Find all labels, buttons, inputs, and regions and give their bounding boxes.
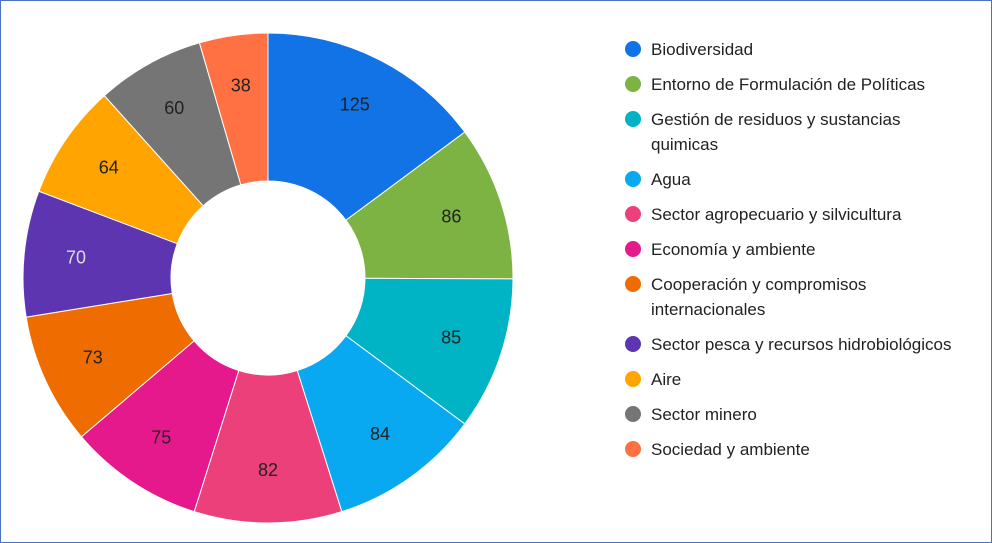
legend-marker (625, 371, 641, 387)
legend-marker (625, 241, 641, 257)
legend: Biodiversidad Entorno de Formulación de P… (625, 37, 970, 462)
legend-label: Economía y ambiente (651, 240, 816, 259)
legend-marker (625, 276, 641, 292)
legend-label: Aire (651, 370, 682, 389)
legend-item: Sociedad y ambiente (625, 437, 970, 462)
legend-item: Aire (625, 367, 970, 392)
legend-label: Entorno de Formulación de Políticas (651, 75, 926, 94)
legend-item: Sector pesca y recursos hidrobiológicos (625, 332, 970, 357)
slice (345, 131, 514, 280)
slice (198, 32, 269, 186)
legend-marker (625, 336, 641, 352)
legend-item: Sector agropecuario y silvicultura (625, 202, 970, 227)
legend-marker (625, 441, 641, 457)
data-label: 75 (151, 428, 171, 448)
data-label: 82 (258, 460, 278, 480)
legend-label: Biodiversidad (651, 40, 754, 59)
legend-label: Sociedad y ambiente (651, 440, 810, 459)
slice (267, 32, 466, 221)
legend-marker (625, 111, 641, 127)
data-label: 85 (441, 328, 461, 348)
legend-label: Gestión de residuos y sustancias quimica… (651, 110, 901, 154)
legend-item: Entorno de Formulación de Políticas (625, 72, 970, 97)
legend-marker (625, 41, 641, 57)
legend-item: Agua (625, 167, 970, 192)
legend-item: Sector minero (625, 402, 970, 427)
legend-marker (625, 76, 641, 92)
data-label: 38 (231, 76, 251, 96)
data-label: 73 (83, 348, 103, 368)
data-label: 125 (340, 94, 370, 114)
data-label: 64 (99, 158, 119, 178)
chart: 125 86 85 84 82 75 73 70 64 60 38 (22, 32, 514, 524)
legend-label: Agua (651, 170, 691, 189)
legend-marker (625, 406, 641, 422)
legend-item: Gestión de residuos y sustancias quimica… (625, 107, 970, 157)
legend-label: Sector pesca y recursos hidrobiológicos (651, 335, 952, 354)
data-label: 60 (164, 98, 184, 118)
legend-label: Cooperación y compromisos internacionale… (651, 275, 867, 319)
legend-marker (625, 171, 641, 187)
legend-item: Economía y ambiente (625, 237, 970, 262)
data-label: 86 (441, 207, 461, 227)
legend-label: Sector agropecuario y silvicultura (651, 205, 902, 224)
legend-item: Cooperación y compromisos internacionale… (625, 272, 970, 322)
legend-marker (625, 206, 641, 222)
data-label: 70 (66, 247, 86, 267)
legend-label: Sector minero (651, 405, 757, 424)
data-label: 84 (370, 424, 390, 444)
legend-item: Biodiversidad (625, 37, 970, 62)
